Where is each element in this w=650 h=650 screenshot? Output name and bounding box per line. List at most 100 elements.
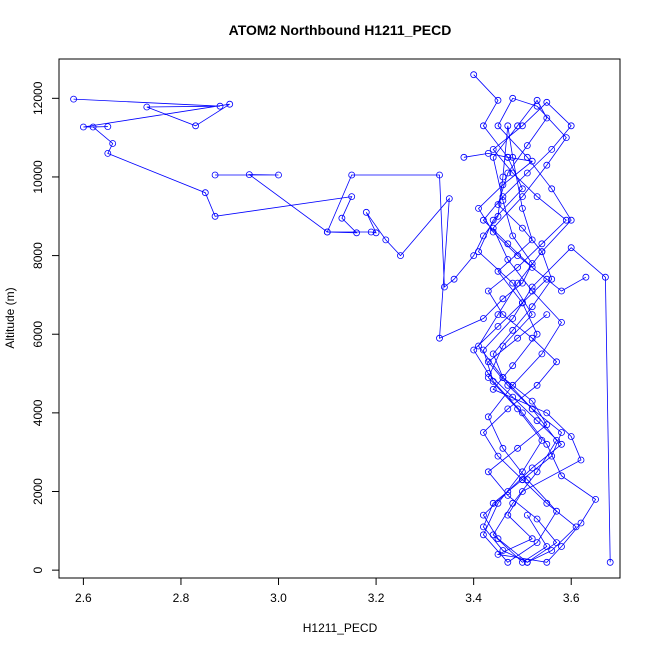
data-point: [504, 256, 512, 263]
data-point: [489, 216, 497, 224]
data-point: [504, 240, 512, 248]
data-point: [353, 229, 361, 237]
data-point: [558, 429, 565, 436]
data-point: [548, 452, 556, 460]
data-point: [519, 122, 526, 130]
data-point: [567, 122, 575, 130]
y-axis: 0 2000 4000 6000 8000 10000 12000: [31, 81, 59, 573]
series-2: [470, 71, 575, 566]
data-point: [479, 531, 487, 539]
data-point: [543, 499, 551, 507]
data-point: [558, 543, 565, 550]
data-point: [528, 157, 536, 165]
data-point: [499, 444, 507, 452]
series-0: [70, 95, 614, 566]
data-point: [192, 122, 200, 130]
data-point: [528, 464, 536, 472]
data-point: [538, 350, 546, 358]
data-point: [479, 122, 487, 130]
data-point: [494, 311, 502, 319]
x-tick-label: 3.4: [465, 591, 482, 605]
data-point: [338, 214, 346, 222]
data-point: [514, 263, 521, 271]
data-point: [445, 195, 453, 203]
data-point: [514, 405, 521, 413]
data-point: [489, 350, 497, 358]
data-point: [348, 171, 356, 179]
data-point: [275, 171, 282, 179]
data-point: [479, 511, 487, 519]
data-point: [509, 326, 517, 334]
data-point: [528, 303, 536, 311]
data-point: [494, 322, 502, 330]
y-axis-label: Altitude (m): [3, 287, 17, 348]
series-line: [73, 98, 611, 563]
data-point: [528, 311, 536, 319]
data-point: [538, 248, 546, 256]
data-point: [533, 515, 541, 523]
data-point: [504, 405, 512, 413]
data-point: [543, 409, 551, 417]
data-point: [143, 103, 151, 111]
data-point: [543, 114, 551, 122]
data-point: [543, 98, 551, 106]
data-point: [494, 96, 502, 104]
data-point: [494, 535, 502, 543]
data-point: [460, 153, 468, 161]
data-point: [372, 229, 380, 237]
data-point: [109, 140, 117, 147]
data-point: [528, 405, 536, 413]
data-point: [470, 346, 478, 354]
data-point: [484, 287, 492, 295]
data-point: [523, 511, 531, 519]
x-axis-label: H1211_PECD: [303, 621, 378, 635]
data-point: [602, 273, 609, 281]
data-point: [577, 456, 585, 464]
data-point: [528, 287, 536, 295]
data-point: [216, 102, 224, 110]
data-point: [504, 511, 512, 519]
data-point: [523, 558, 531, 566]
data-point: [475, 342, 482, 350]
data-point: [519, 193, 526, 201]
x-tick-label: 3.0: [270, 591, 287, 605]
data-point: [494, 499, 502, 507]
y-tick-label: 4000: [31, 399, 45, 426]
data-point: [499, 181, 507, 189]
data-point: [494, 201, 502, 208]
data-point: [514, 122, 521, 130]
data-point: [479, 315, 487, 322]
data-point: [548, 547, 556, 554]
data-point: [484, 468, 492, 476]
data-point: [528, 535, 536, 543]
data-point: [211, 171, 219, 179]
data-point: [504, 153, 512, 161]
data-point: [70, 95, 77, 103]
data-point: [382, 236, 390, 244]
data-point: [553, 507, 560, 515]
data-point: [80, 123, 87, 131]
y-tick-label: 10000: [31, 160, 45, 194]
data-point: [519, 279, 526, 287]
data-point: [519, 409, 526, 417]
y-tick-label: 2000: [31, 478, 45, 505]
data-point: [533, 468, 541, 476]
data-point: [499, 295, 507, 303]
data-point: [514, 279, 521, 287]
data-point: [504, 122, 512, 130]
data-point: [484, 149, 492, 157]
data-point: [519, 476, 526, 484]
data-point: [523, 476, 531, 484]
data-point: [489, 385, 497, 393]
data-point: [509, 362, 517, 370]
data-point: [479, 523, 487, 531]
data-point: [538, 436, 546, 444]
data-point: [519, 204, 526, 212]
data-point: [528, 236, 536, 244]
data-point: [548, 185, 556, 193]
data-point: [489, 224, 497, 232]
data-point: [104, 149, 112, 157]
data-point: [499, 193, 507, 201]
data-point: [211, 212, 219, 220]
